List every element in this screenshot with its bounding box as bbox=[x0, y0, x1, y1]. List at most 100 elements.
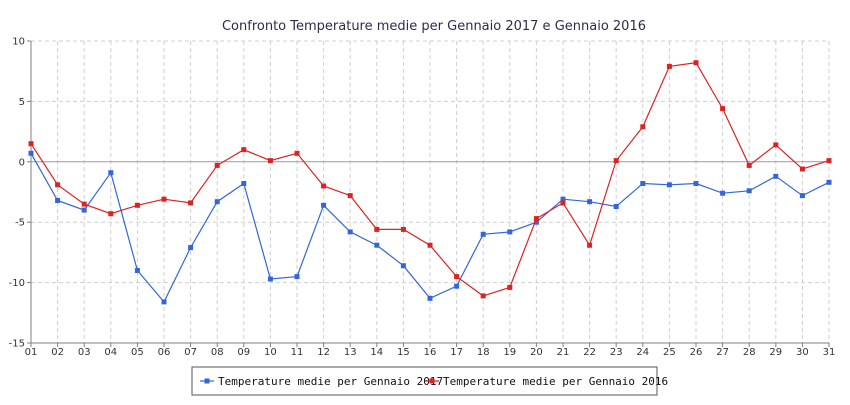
data-point bbox=[560, 200, 566, 206]
legend-item: Temperature medie per Gennaio 2016 bbox=[425, 375, 668, 388]
legend-label: Temperature medie per Gennaio 2017 bbox=[218, 375, 443, 388]
data-point bbox=[507, 284, 513, 290]
data-point bbox=[267, 158, 273, 164]
series bbox=[28, 60, 832, 305]
data-point bbox=[587, 199, 593, 205]
x-tick-label: 10 bbox=[264, 347, 277, 358]
data-point bbox=[241, 181, 247, 186]
data-point bbox=[28, 150, 34, 156]
x-tick-label: 29 bbox=[769, 347, 782, 358]
series-2017 bbox=[28, 150, 832, 305]
data-point bbox=[294, 150, 300, 156]
data-point bbox=[374, 226, 380, 232]
data-point bbox=[533, 216, 539, 222]
x-tick-label: 27 bbox=[716, 347, 729, 358]
data-point bbox=[693, 181, 699, 186]
data-point bbox=[267, 276, 273, 282]
data-point bbox=[799, 193, 805, 199]
data-point bbox=[826, 158, 832, 164]
data-point bbox=[746, 162, 752, 168]
x-tick-label: 24 bbox=[636, 347, 649, 358]
data-point bbox=[720, 106, 726, 112]
data-point bbox=[480, 231, 486, 237]
data-point bbox=[427, 295, 433, 301]
x-tick-label: 05 bbox=[131, 347, 144, 358]
x-tick-label: 04 bbox=[104, 347, 117, 358]
data-point bbox=[746, 188, 752, 194]
data-point bbox=[480, 293, 486, 299]
data-point bbox=[294, 274, 300, 280]
data-point bbox=[799, 166, 805, 172]
data-point bbox=[666, 63, 672, 69]
x-tick-label: 20 bbox=[530, 347, 543, 358]
legend-marker bbox=[429, 378, 435, 384]
axes bbox=[27, 40, 830, 347]
data-point bbox=[560, 196, 566, 202]
data-point bbox=[640, 181, 646, 186]
y-tick-label: -5 bbox=[15, 218, 25, 229]
x-tick-label: 08 bbox=[211, 347, 224, 358]
x-tick-label: 17 bbox=[450, 347, 463, 358]
data-point bbox=[134, 268, 140, 273]
data-point bbox=[347, 229, 353, 235]
data-point bbox=[507, 229, 513, 235]
data-point bbox=[161, 299, 167, 305]
x-tick-label: 30 bbox=[796, 347, 809, 358]
y-axis-tick-labels: -15 -10 -5 0 5 10 bbox=[9, 37, 25, 350]
x-tick-label: 16 bbox=[424, 347, 437, 358]
data-point bbox=[108, 211, 114, 217]
x-tick-label: 11 bbox=[291, 347, 304, 358]
data-point bbox=[427, 242, 433, 248]
data-point bbox=[693, 60, 699, 66]
data-point bbox=[640, 124, 646, 130]
data-point bbox=[81, 201, 87, 207]
x-tick-label: 25 bbox=[663, 347, 676, 358]
data-point bbox=[400, 263, 406, 269]
y-tick-label: 5 bbox=[19, 97, 25, 108]
legend-item: Temperature medie per Gennaio 2017 bbox=[200, 375, 443, 388]
legend-box bbox=[191, 366, 658, 396]
data-point bbox=[108, 170, 114, 176]
x-tick-label: 07 bbox=[184, 347, 197, 358]
legend-label: Temperature medie per Gennaio 2016 bbox=[443, 375, 668, 388]
data-point bbox=[720, 190, 726, 196]
x-tick-label: 26 bbox=[690, 347, 703, 358]
x-tick-label: 06 bbox=[158, 347, 171, 358]
y-tick-label: 10 bbox=[12, 37, 25, 48]
data-point bbox=[241, 147, 247, 153]
x-axis-tick-labels: 01 02 03 04 05 06 07 08 09 10 11 12 13 14 15 16 17 18 19 20… bbox=[25, 347, 836, 358]
data-point bbox=[773, 173, 779, 179]
data-point bbox=[454, 274, 460, 280]
data-point bbox=[773, 142, 779, 148]
x-tick-label: 01 bbox=[25, 347, 38, 358]
data-point bbox=[214, 199, 220, 205]
x-tick-label: 28 bbox=[743, 347, 756, 358]
y-tick-label: 0 bbox=[19, 157, 25, 168]
x-tick-label: 15 bbox=[397, 347, 410, 358]
data-point bbox=[587, 242, 593, 248]
x-tick-label: 09 bbox=[237, 347, 250, 358]
x-tick-label: 31 bbox=[823, 347, 836, 358]
x-tick-label: 23 bbox=[610, 347, 623, 358]
x-tick-label: 18 bbox=[477, 347, 490, 358]
x-tick-label: 12 bbox=[317, 347, 330, 358]
data-point bbox=[134, 202, 140, 208]
data-point bbox=[188, 200, 194, 206]
data-point bbox=[188, 245, 194, 251]
data-point bbox=[55, 198, 61, 203]
legend-marker bbox=[204, 378, 210, 384]
data-point bbox=[347, 193, 353, 199]
x-tick-label: 13 bbox=[344, 347, 357, 358]
grid bbox=[31, 40, 830, 344]
series-2016 bbox=[28, 60, 832, 299]
x-tick-label: 02 bbox=[51, 347, 64, 358]
data-point bbox=[161, 196, 167, 202]
legend: Temperature medie per Gennaio 2017 Temper… bbox=[191, 366, 668, 396]
data-point bbox=[28, 141, 34, 147]
data-point bbox=[374, 242, 380, 248]
data-point bbox=[321, 183, 327, 189]
x-tick-label: 03 bbox=[78, 347, 91, 358]
y-tick-label: -15 bbox=[9, 339, 25, 350]
